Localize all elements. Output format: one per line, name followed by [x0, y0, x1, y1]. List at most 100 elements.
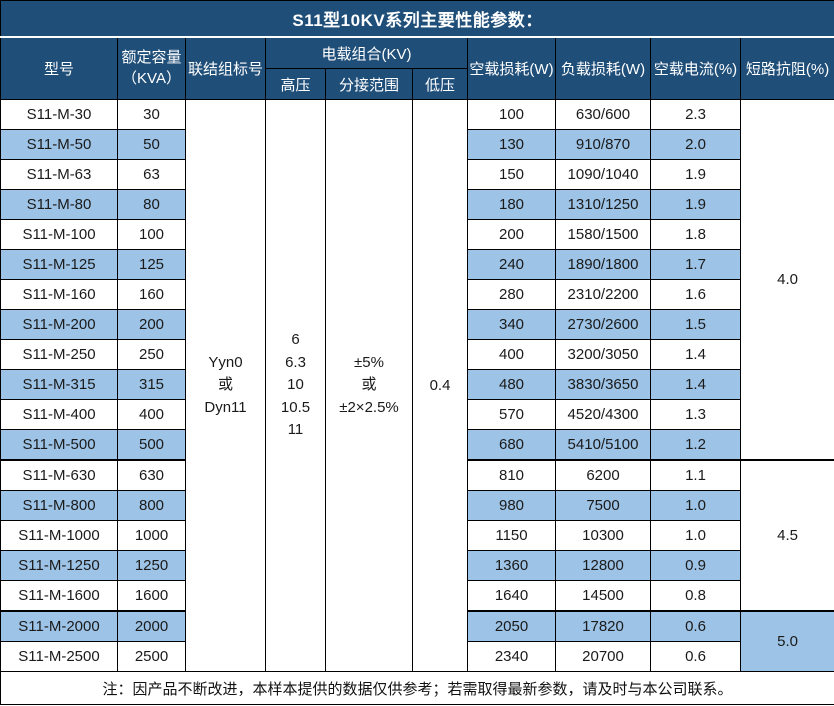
no-load-current-cell: 1.4: [650, 339, 741, 370]
model-cell: S11-M-80: [0, 189, 118, 220]
header-no-load-loss: 空载损耗(W): [467, 36, 556, 100]
table-row: S11-M-1250 1250 1360 12800 0.9: [0, 550, 834, 581]
impedance-cell: 4.5: [739, 459, 834, 612]
table-row: S11-M-2000 2000 2050 17820 0.6 5.0: [0, 610, 834, 672]
vector-group-cell: Yyn0 或 Dyn11: [185, 99, 266, 672]
model-cell: S11-M-125: [0, 249, 118, 280]
table-row: S11-M-100 100 200 1580/1500 1.8: [0, 219, 834, 250]
capacity-cell: 630: [117, 459, 186, 491]
capacity-cell: 200: [117, 309, 186, 340]
capacity-cell: 80: [117, 189, 186, 220]
no-load-current-cell: 1.9: [650, 159, 741, 190]
table-row: S11-M-1600 1600 1640 14500 0.8: [0, 580, 834, 612]
no-load-current-cell: 0.6: [650, 610, 741, 642]
model-cell: S11-M-2000: [0, 610, 118, 642]
capacity-cell: 400: [117, 399, 186, 430]
capacity-cell: 500: [117, 429, 186, 461]
capacity-cell: 2500: [117, 641, 186, 672]
no-load-loss-cell: 130: [467, 129, 556, 160]
title-row: S11型10KV系列主要性能参数：: [0, 0, 834, 38]
table-row: S11-M-50 50 130 910/870 2.0: [0, 129, 834, 160]
header-lv: 低压: [412, 68, 468, 100]
table-row: S11-M-80 80 180 1310/1250 1.9: [0, 189, 834, 220]
table-row: S11-M-125 125 240 1890/1800 1.7: [0, 249, 834, 280]
page-title: S11型10KV系列主要性能参数：: [0, 0, 834, 38]
header-capacity: 额定容量 （KVA）: [117, 36, 186, 100]
tap-range-cell: ±5% 或 ±2×2.5%: [325, 99, 413, 672]
no-load-loss-cell: 200: [467, 219, 556, 250]
no-load-loss-cell: 980: [467, 490, 556, 521]
load-loss-cell: 4520/4300: [555, 399, 651, 430]
load-loss-cell: 3200/3050: [555, 339, 651, 370]
no-load-current-cell: 2.0: [650, 129, 741, 160]
no-load-current-cell: 1.5: [650, 309, 741, 340]
capacity-cell: 125: [117, 249, 186, 280]
no-load-current-cell: 1.6: [650, 279, 741, 310]
no-load-loss-cell: 280: [467, 279, 556, 310]
table-row: S11-M-800 800 980 7500 1.0: [0, 490, 834, 521]
table-row: S11-M-30 30 Yyn0 或 Dyn11 6 6.3 10 10.5 1…: [0, 99, 834, 672]
header-no-load-current: 空载电流(%): [650, 36, 741, 100]
model-cell: S11-M-1250: [0, 550, 118, 581]
model-cell: S11-M-30: [0, 99, 118, 130]
load-loss-cell: 20700: [555, 641, 651, 672]
model-cell: S11-M-800: [0, 490, 118, 521]
capacity-cell: 800: [117, 490, 186, 521]
no-load-current-cell: 1.7: [650, 249, 741, 280]
load-loss-cell: 1580/1500: [555, 219, 651, 250]
no-load-loss-cell: 2340: [467, 641, 556, 672]
no-load-current-cell: 0.9: [650, 550, 741, 581]
no-load-current-cell: 1.3: [650, 399, 741, 430]
load-loss-cell: 1310/1250: [555, 189, 651, 220]
load-loss-cell: 10300: [555, 520, 651, 551]
table-row: S11-M-400 400 570 4520/4300 1.3: [0, 399, 834, 430]
model-cell: S11-M-250: [0, 339, 118, 370]
impedance-cell: 4.0: [739, 99, 834, 461]
no-load-current-cell: 1.4: [650, 369, 741, 400]
hv-voltage-cell: 6 6.3 10 10.5 11: [265, 99, 326, 672]
no-load-loss-cell: 810: [467, 459, 556, 491]
model-cell: S11-M-315: [0, 369, 118, 400]
load-loss-cell: 6200: [555, 459, 651, 491]
no-load-loss-cell: 570: [467, 399, 556, 430]
header-model: 型号: [0, 36, 118, 100]
load-loss-cell: 3830/3650: [555, 369, 651, 400]
no-load-loss-cell: 1360: [467, 550, 556, 581]
table-row: S11-M-63 63 150 1090/1040 1.9: [0, 159, 834, 190]
capacity-cell: 1600: [117, 580, 186, 612]
load-loss-cell: 12800: [555, 550, 651, 581]
no-load-current-cell: 1.0: [650, 490, 741, 521]
model-cell: S11-M-1000: [0, 520, 118, 551]
no-load-loss-cell: 1150: [467, 520, 556, 551]
model-cell: S11-M-100: [0, 219, 118, 250]
load-loss-cell: 7500: [555, 490, 651, 521]
no-load-current-cell: 0.6: [650, 641, 741, 672]
capacity-cell: 30: [117, 99, 186, 130]
no-load-loss-cell: 680: [467, 429, 556, 461]
no-load-current-cell: 1.8: [650, 219, 741, 250]
capacity-cell: 315: [117, 369, 186, 400]
capacity-cell: 1250: [117, 550, 186, 581]
no-load-loss-cell: 480: [467, 369, 556, 400]
no-load-current-cell: 1.0: [650, 520, 741, 551]
model-cell: S11-M-160: [0, 279, 118, 310]
capacity-cell: 160: [117, 279, 186, 310]
model-cell: S11-M-1600: [0, 580, 118, 612]
capacity-cell: 63: [117, 159, 186, 190]
load-loss-cell: 17820: [555, 610, 651, 642]
table-row: S11-M-500 500 680 5410/5100 1.2: [0, 429, 834, 461]
header-impedance: 短路抗阻(%): [739, 36, 834, 100]
table-row: S11-M-160 160 280 2310/2200 1.6: [0, 279, 834, 310]
table-row: S11-M-1000 1000 1150 10300 1.0: [0, 520, 834, 551]
no-load-loss-cell: 1640: [467, 580, 556, 612]
load-loss-cell: 14500: [555, 580, 651, 612]
header-row-1: 型号 额定容量 （KVA） 联结组标号 电载组合(KV) 空载损耗(W) 负载损…: [0, 36, 834, 100]
table-row: S11-M-315 315 480 3830/3650 1.4: [0, 369, 834, 400]
no-load-loss-cell: 340: [467, 309, 556, 340]
no-load-current-cell: 0.8: [650, 580, 741, 612]
no-load-loss-cell: 2050: [467, 610, 556, 642]
no-load-loss-cell: 100: [467, 99, 556, 130]
impedance-cell: 5.0: [739, 610, 834, 672]
header-row-2: 高压 分接范围 低压: [1, 68, 834, 100]
header-capacity-line2: （KVA）: [122, 69, 181, 87]
